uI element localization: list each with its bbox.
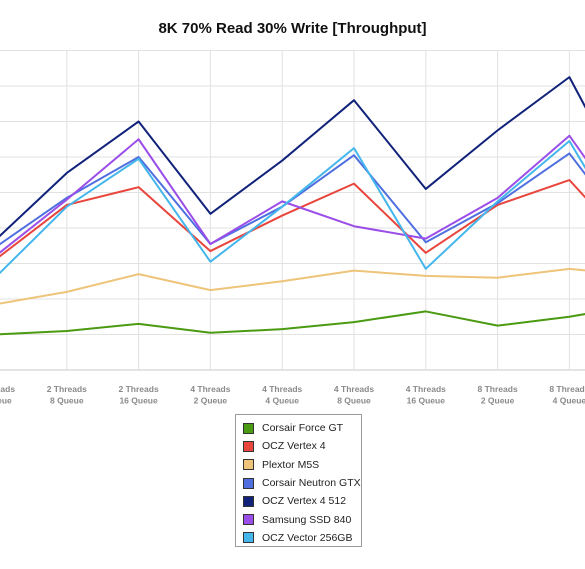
legend-item: Corsair Neutron GTX bbox=[243, 474, 361, 492]
legend-item: Samsung SSD 840 bbox=[243, 510, 361, 528]
legend-label: OCZ Vertex 4 bbox=[262, 440, 326, 453]
legend-label: Corsair Neutron GTX bbox=[262, 477, 361, 490]
legend-label: Plextor M5S bbox=[262, 458, 320, 471]
legend-swatch bbox=[243, 440, 254, 452]
legend-label: Corsair Force GT bbox=[262, 422, 344, 435]
series-line-ocz-vector-256gb bbox=[0, 140, 585, 275]
series-line-corsair-force-gt bbox=[0, 310, 585, 336]
x-tick-label: 2 Threads 16 Queue bbox=[119, 384, 159, 406]
legend-label: OCZ Vector 256GB bbox=[262, 531, 353, 544]
chart-legend: Corsair Force GT OCZ Vertex 4 Plextor M5S C… bbox=[235, 414, 362, 547]
legend-item: OCZ Vector 256GB bbox=[243, 529, 361, 547]
series-line-corsair-neutron-gtx bbox=[0, 152, 585, 246]
series-line-ocz-vertex-4 bbox=[0, 179, 585, 258]
x-tick-label: 4 Threads 8 Queue bbox=[334, 384, 374, 406]
legend-item: Plextor M5S bbox=[243, 456, 361, 474]
legend-swatch bbox=[243, 477, 254, 489]
x-tick-label: 2 Threads 8 Queue bbox=[47, 384, 87, 406]
legend-label: OCZ Vertex 4 512 bbox=[262, 495, 347, 508]
x-tick-label: 4 Threads 4 Queue bbox=[262, 384, 302, 406]
x-tick-label: 4 Threads 2 Queue bbox=[190, 384, 230, 406]
legend-item: OCZ Vertex 4 512 bbox=[243, 492, 361, 510]
legend-label: Samsung SSD 840 bbox=[262, 513, 352, 526]
legend-swatch bbox=[243, 495, 254, 507]
chart-grid bbox=[0, 50, 585, 371]
series-line-samsung-ssd-840 bbox=[0, 134, 585, 254]
chart-title: 8K 70% Read 30% Write [Throughput] bbox=[158, 20, 427, 37]
legend-item: Corsair Force GT bbox=[243, 419, 361, 437]
legend-swatch bbox=[243, 532, 254, 544]
series-line-plextor-m5s bbox=[0, 267, 585, 305]
chart-series bbox=[0, 76, 585, 336]
legend-swatch bbox=[243, 422, 254, 434]
x-tick-label: 8 Threads 2 Queue bbox=[478, 384, 518, 406]
series-line-ocz-vertex-4-512 bbox=[0, 76, 585, 238]
legend-swatch bbox=[243, 514, 254, 526]
legend-item: OCZ Vertex 4 bbox=[243, 437, 361, 455]
x-tick-label: 4 Threads 16 Queue bbox=[406, 384, 446, 406]
legend-swatch bbox=[243, 459, 254, 471]
